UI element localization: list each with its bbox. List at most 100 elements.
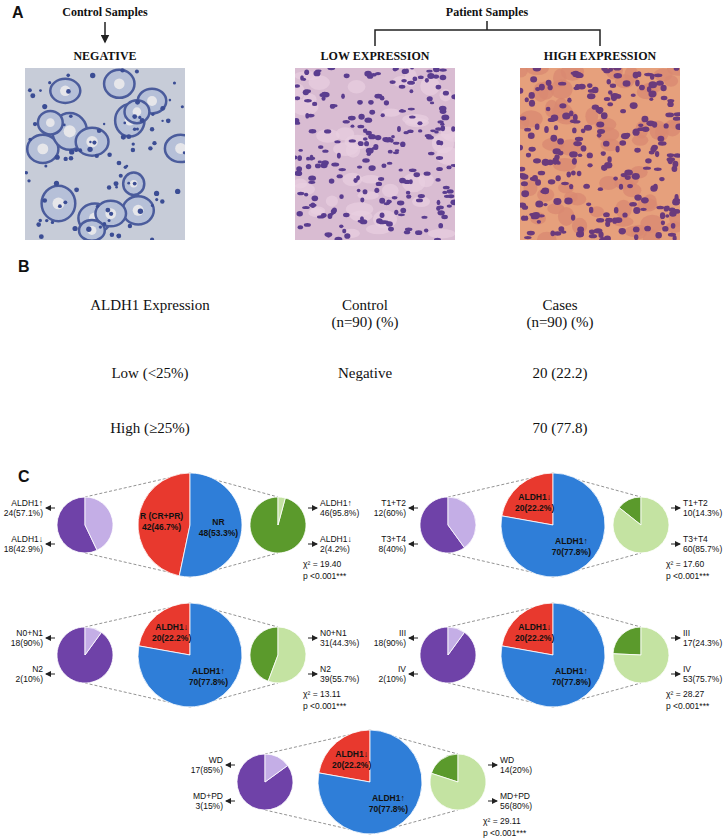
nucleus (584, 125, 592, 131)
data-label: 39(55.7%) (320, 674, 359, 684)
nucleus (632, 173, 640, 180)
nucleus (338, 168, 345, 171)
nucleus (74, 187, 79, 192)
nucleus (415, 230, 422, 235)
pie (250, 627, 306, 683)
nucleus (668, 157, 673, 164)
nucleus (450, 199, 455, 205)
nucleus (674, 112, 680, 116)
nucleus (417, 121, 422, 125)
label-arrow (308, 544, 317, 545)
slice-label: MD+PD (500, 791, 530, 801)
nucleus (295, 84, 300, 87)
data-label: 20(22.2%) (515, 633, 554, 643)
nucleus (557, 138, 564, 144)
nucleus (603, 141, 610, 147)
nucleus (388, 137, 392, 142)
annotation: χ² = 13.11 (303, 689, 341, 699)
slice-label: T1+T2 (683, 498, 708, 508)
nucleus (633, 207, 640, 214)
nucleus (436, 85, 442, 90)
pie-slice (265, 754, 288, 782)
nucleus (674, 153, 680, 157)
nucleus (659, 177, 664, 181)
nucleus (428, 152, 435, 156)
nucleus (614, 207, 619, 214)
nucleus (341, 94, 345, 99)
gland-lumen (60, 86, 71, 97)
cytoplasm (530, 212, 546, 224)
nucleus (643, 166, 651, 169)
nucleus (99, 225, 102, 228)
nucleus (421, 216, 427, 219)
table-cell: Negative (338, 365, 392, 381)
nucleus (364, 118, 372, 123)
nucleus (579, 230, 584, 237)
nucleus (430, 129, 436, 132)
nucleus (442, 191, 447, 194)
nucleus (349, 139, 356, 142)
nucleus (561, 182, 569, 185)
nucleus (521, 190, 529, 197)
gland-ring (38, 111, 63, 135)
label-arrow (488, 765, 497, 766)
nucleus (391, 135, 395, 138)
nucleus (297, 211, 303, 216)
nucleus (175, 189, 180, 194)
nucleus (558, 82, 566, 86)
nucleus (438, 223, 443, 228)
data-label: 20(22.2%) (332, 760, 371, 770)
nucleus (127, 182, 130, 185)
nucleus (399, 109, 406, 112)
nucleus (69, 114, 73, 118)
nucleus (601, 112, 608, 119)
data-label: 70(77.8%) (189, 677, 228, 687)
nucleus (409, 89, 413, 93)
pie (57, 627, 113, 683)
nucleus (45, 219, 48, 222)
pie (57, 497, 113, 553)
data-label: 2(10%) (16, 674, 44, 684)
nucleus (672, 161, 678, 167)
nucleus (655, 232, 662, 238)
nucleus (297, 192, 304, 195)
slice-label: IV (683, 664, 691, 674)
nucleus (605, 218, 613, 223)
nucleus (392, 196, 398, 199)
pie-slice (179, 473, 242, 577)
panel-label: B (18, 258, 30, 275)
nucleus (412, 77, 417, 82)
nucleus (96, 205, 99, 208)
nucleus (522, 205, 528, 210)
nucleus (418, 129, 422, 132)
nucleus (358, 220, 365, 223)
nucleus (367, 153, 371, 156)
nucleus (639, 85, 645, 91)
micrograph-bg (25, 68, 185, 240)
pie (318, 730, 422, 834)
nucleus (614, 73, 622, 79)
nucleus (532, 212, 540, 219)
data-label: 3(15%) (196, 801, 224, 811)
nucleus (368, 134, 376, 139)
nucleus (572, 128, 576, 134)
nucleus (446, 166, 451, 170)
nucleus (403, 131, 408, 134)
micrograph-bg (520, 68, 680, 240)
nucleus (357, 100, 363, 105)
label-arrow (409, 674, 418, 675)
stroma (345, 135, 370, 150)
gland-lumen (130, 180, 137, 187)
nucleus (25, 171, 28, 175)
slice-label: MD+PD (193, 791, 223, 801)
nucleus (388, 227, 394, 232)
data-label: 20(22.2%) (515, 503, 554, 513)
gland-lumen (86, 136, 97, 147)
image-label: HIGH EXPRESSION (544, 49, 657, 63)
nucleus (344, 73, 350, 78)
nucleus (44, 164, 47, 167)
annotation: χ² = 29.11 (483, 816, 521, 826)
pie-slice (448, 627, 464, 655)
data-label: 10(14.3%) (683, 508, 722, 518)
gland-ring (165, 135, 185, 162)
